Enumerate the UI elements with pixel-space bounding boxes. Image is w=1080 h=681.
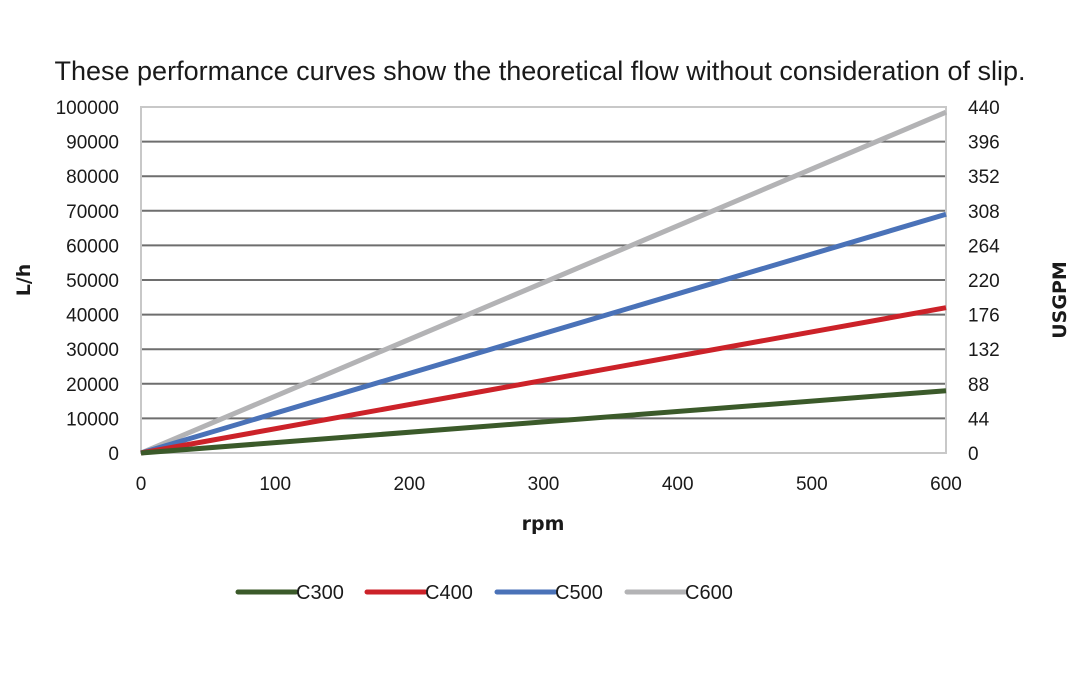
- x-tick-label: 200: [393, 474, 425, 495]
- x-tick-label: 400: [662, 474, 694, 495]
- y-tick-label: 40000: [66, 306, 119, 327]
- x-tick-label: 600: [930, 474, 962, 495]
- y2-axis-ticks: 0 44 88 132 176 220 264 308 352 396 440: [968, 98, 1000, 465]
- y2-tick-label: 88: [968, 375, 989, 396]
- y2-tick-label: 44: [968, 409, 990, 430]
- y2-tick-label: 440: [968, 98, 1000, 119]
- legend-label: C500: [555, 582, 603, 604]
- y2-tick-label: 264: [968, 236, 1000, 257]
- y2-tick-label: 220: [968, 271, 1000, 292]
- y-tick-label: 80000: [66, 167, 119, 188]
- x-tick-label: 500: [796, 474, 828, 495]
- legend-label: C400: [425, 582, 473, 604]
- series-line-c400: [140, 305, 947, 456]
- y-tick-label: 0: [108, 444, 119, 465]
- legend-label: C600: [685, 582, 733, 604]
- x-tick-label: 0: [136, 474, 147, 495]
- y2-axis-title: USGPM: [1049, 261, 1071, 339]
- y2-tick-label: 352: [968, 167, 1000, 188]
- y-axis-title: L/h: [13, 264, 35, 297]
- y2-tick-label: 176: [968, 306, 1000, 327]
- y-axis-ticks: 0 10000 20000 30000 40000 50000 60000 70000 8000…: [56, 98, 119, 465]
- y2-tick-label: 396: [968, 133, 1000, 154]
- y2-tick-label: 132: [968, 340, 1000, 361]
- x-axis-title: rpm: [522, 513, 565, 535]
- series-line-c300: [140, 388, 947, 456]
- legend-label: C300: [296, 582, 344, 604]
- y-tick-label: 30000: [66, 340, 119, 361]
- series-line-c600: [140, 109, 947, 456]
- y-tick-label: 60000: [66, 236, 119, 257]
- y-tick-label: 100000: [56, 98, 119, 119]
- y-tick-label: 20000: [66, 375, 119, 396]
- y2-tick-label: 308: [968, 202, 1000, 223]
- series-line-c500: [140, 211, 947, 456]
- x-tick-label: 300: [528, 474, 560, 495]
- y-tick-label: 90000: [66, 133, 119, 154]
- y2-tick-label: 0: [968, 444, 979, 465]
- x-tick-label: 100: [259, 474, 291, 495]
- chart-title: These performance curves show the theore…: [55, 56, 1026, 86]
- x-axis-ticks: 0 100 200 300 400 500 600: [136, 474, 962, 495]
- series-lines: [140, 109, 947, 456]
- legend: C300 C400 C500 C600: [235, 582, 733, 604]
- y-tick-label: 50000: [66, 271, 119, 292]
- plot-frame: [140, 106, 947, 454]
- y-tick-label: 10000: [66, 409, 119, 430]
- y-tick-label: 70000: [66, 202, 119, 223]
